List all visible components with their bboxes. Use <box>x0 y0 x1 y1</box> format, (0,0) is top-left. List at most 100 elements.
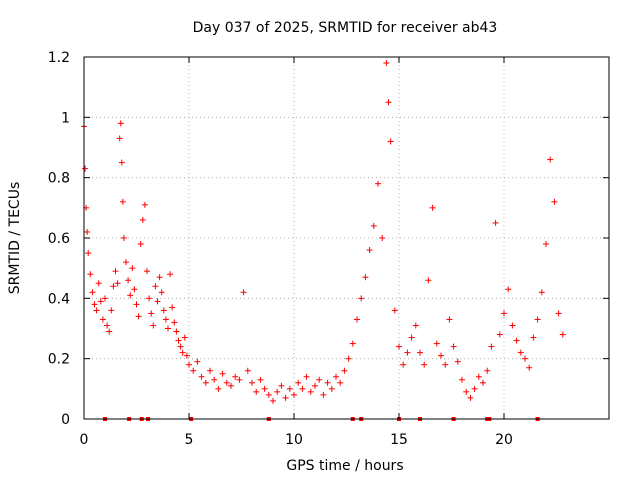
data-point <box>116 135 123 142</box>
data-point <box>175 337 182 344</box>
data-point <box>295 379 302 386</box>
data-point <box>505 286 512 293</box>
data-point <box>232 373 239 380</box>
data-point <box>244 367 251 374</box>
data-point <box>118 159 125 166</box>
data-point <box>146 295 153 302</box>
data-point <box>438 352 444 359</box>
data-point <box>228 382 234 389</box>
data-point <box>450 343 457 350</box>
data-point <box>454 358 461 365</box>
data-point <box>358 295 365 302</box>
data-point <box>123 259 129 266</box>
data-point <box>488 343 495 350</box>
data-point <box>543 241 549 248</box>
data-point <box>337 379 344 386</box>
data-point <box>93 307 100 314</box>
data-point <box>547 156 554 163</box>
y-tick-label: 0 <box>61 412 70 428</box>
data-point <box>108 307 115 314</box>
data-point <box>173 328 180 335</box>
data-point <box>186 361 192 368</box>
data-point <box>194 358 201 365</box>
data-point <box>223 379 230 386</box>
data-point <box>530 334 537 341</box>
data-point <box>190 367 197 374</box>
data-point <box>104 322 111 329</box>
data-point <box>366 247 373 254</box>
data-point <box>484 367 491 374</box>
data-point <box>112 268 119 275</box>
y-tick-label: 0.6 <box>48 231 70 247</box>
data-point <box>362 274 369 281</box>
data-point <box>446 316 453 323</box>
y-axis-label: SRMTID / TECUs <box>7 182 23 295</box>
data-point <box>127 292 134 299</box>
data-point <box>129 265 136 272</box>
data-point <box>158 289 165 296</box>
data-point <box>404 349 411 356</box>
data-point <box>139 216 146 223</box>
data-point <box>291 391 297 398</box>
data-point <box>379 235 386 241</box>
data-point <box>471 385 478 392</box>
data-point <box>559 331 566 338</box>
data-point <box>467 394 474 401</box>
data-point <box>400 361 407 368</box>
data-point <box>84 228 91 235</box>
data-point <box>97 298 104 305</box>
data-point <box>513 337 520 344</box>
data-point <box>85 250 92 257</box>
data-point <box>370 222 377 229</box>
data-point <box>99 316 106 323</box>
data-point <box>89 289 96 296</box>
x-axis-label: GPS time / hours <box>286 458 403 474</box>
data-point <box>303 373 310 380</box>
data-point <box>160 307 167 314</box>
data-point <box>202 379 209 386</box>
data-point <box>324 379 331 386</box>
data-point <box>501 310 507 317</box>
data-point <box>167 271 174 278</box>
data-point <box>534 316 541 323</box>
data-point <box>82 165 89 172</box>
data-point <box>385 99 392 106</box>
ticks-layer: 0 5 10 15 20 0 0.2 0.4 0.6 0.8 1 1.2 <box>48 50 609 448</box>
data-point <box>261 385 268 392</box>
data-point <box>135 313 142 320</box>
data-point <box>396 343 402 350</box>
data-point <box>274 388 281 395</box>
data-point <box>442 361 449 368</box>
data-point <box>517 349 524 356</box>
x-tick-label: 5 <box>185 432 194 448</box>
data-point <box>463 388 470 395</box>
data-point <box>492 219 499 226</box>
data-point <box>179 349 186 356</box>
data-point <box>421 361 428 368</box>
data-point <box>198 373 205 380</box>
data-point <box>102 295 108 302</box>
data-point <box>509 322 516 329</box>
data-point <box>106 328 113 335</box>
data-point <box>117 120 124 127</box>
x-tick-label: 20 <box>495 432 513 448</box>
data-point <box>383 60 390 67</box>
y-tick-label: 1.2 <box>48 50 70 66</box>
data-point <box>215 385 222 392</box>
data-point <box>207 367 213 374</box>
data-point <box>91 301 98 308</box>
data-point <box>459 376 465 383</box>
data-point <box>551 198 558 205</box>
data-point <box>522 355 528 362</box>
data-point <box>391 307 398 314</box>
data-point <box>156 274 163 281</box>
data-point <box>475 373 482 380</box>
data-point <box>538 289 545 296</box>
data-point <box>341 367 348 374</box>
data-point <box>133 301 140 308</box>
data-point <box>131 286 138 293</box>
data-point <box>555 310 562 317</box>
data-point <box>114 280 121 287</box>
data-point <box>286 385 293 392</box>
